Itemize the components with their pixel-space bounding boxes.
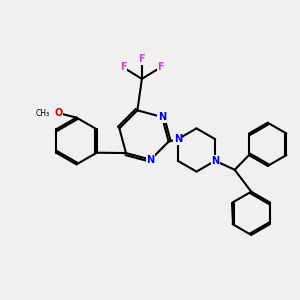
Text: N: N xyxy=(174,134,182,144)
Text: O: O xyxy=(54,108,63,118)
Text: N: N xyxy=(146,154,155,165)
Text: CH₃: CH₃ xyxy=(36,109,50,118)
Text: N: N xyxy=(211,156,219,166)
Text: F: F xyxy=(157,62,164,73)
Text: F: F xyxy=(139,54,145,64)
Text: F: F xyxy=(120,62,127,73)
Text: N: N xyxy=(158,112,166,122)
